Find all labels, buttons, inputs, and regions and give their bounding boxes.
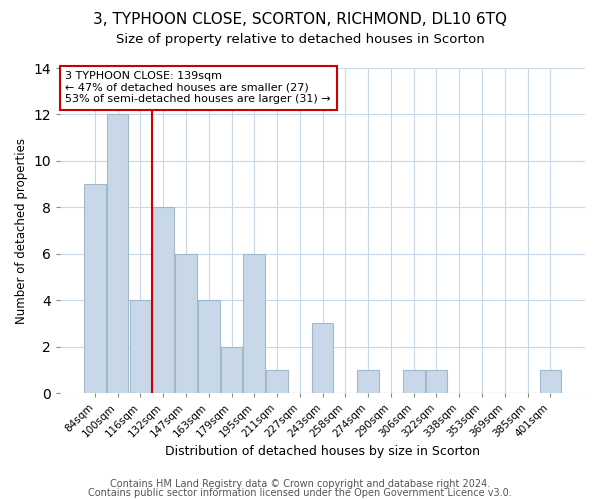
Bar [266, 370, 288, 393]
Bar [358, 370, 379, 393]
Bar [403, 370, 425, 393]
Bar [107, 114, 128, 393]
Y-axis label: Number of detached properties: Number of detached properties [15, 138, 28, 324]
Bar [221, 346, 242, 393]
Text: 3 TYPHOON CLOSE: 139sqm
← 47% of detached houses are smaller (27)
53% of semi-de: 3 TYPHOON CLOSE: 139sqm ← 47% of detache… [65, 72, 331, 104]
X-axis label: Distribution of detached houses by size in Scorton: Distribution of detached houses by size … [165, 444, 480, 458]
Bar [539, 370, 561, 393]
Bar [175, 254, 197, 393]
Bar [244, 254, 265, 393]
Text: Size of property relative to detached houses in Scorton: Size of property relative to detached ho… [116, 32, 484, 46]
Text: Contains HM Land Registry data © Crown copyright and database right 2024.: Contains HM Land Registry data © Crown c… [110, 479, 490, 489]
Bar [130, 300, 151, 393]
Text: 3, TYPHOON CLOSE, SCORTON, RICHMOND, DL10 6TQ: 3, TYPHOON CLOSE, SCORTON, RICHMOND, DL1… [93, 12, 507, 28]
Bar [84, 184, 106, 393]
Bar [312, 324, 334, 393]
Bar [425, 370, 447, 393]
Text: Contains public sector information licensed under the Open Government Licence v3: Contains public sector information licen… [88, 488, 512, 498]
Bar [152, 208, 174, 393]
Bar [198, 300, 220, 393]
